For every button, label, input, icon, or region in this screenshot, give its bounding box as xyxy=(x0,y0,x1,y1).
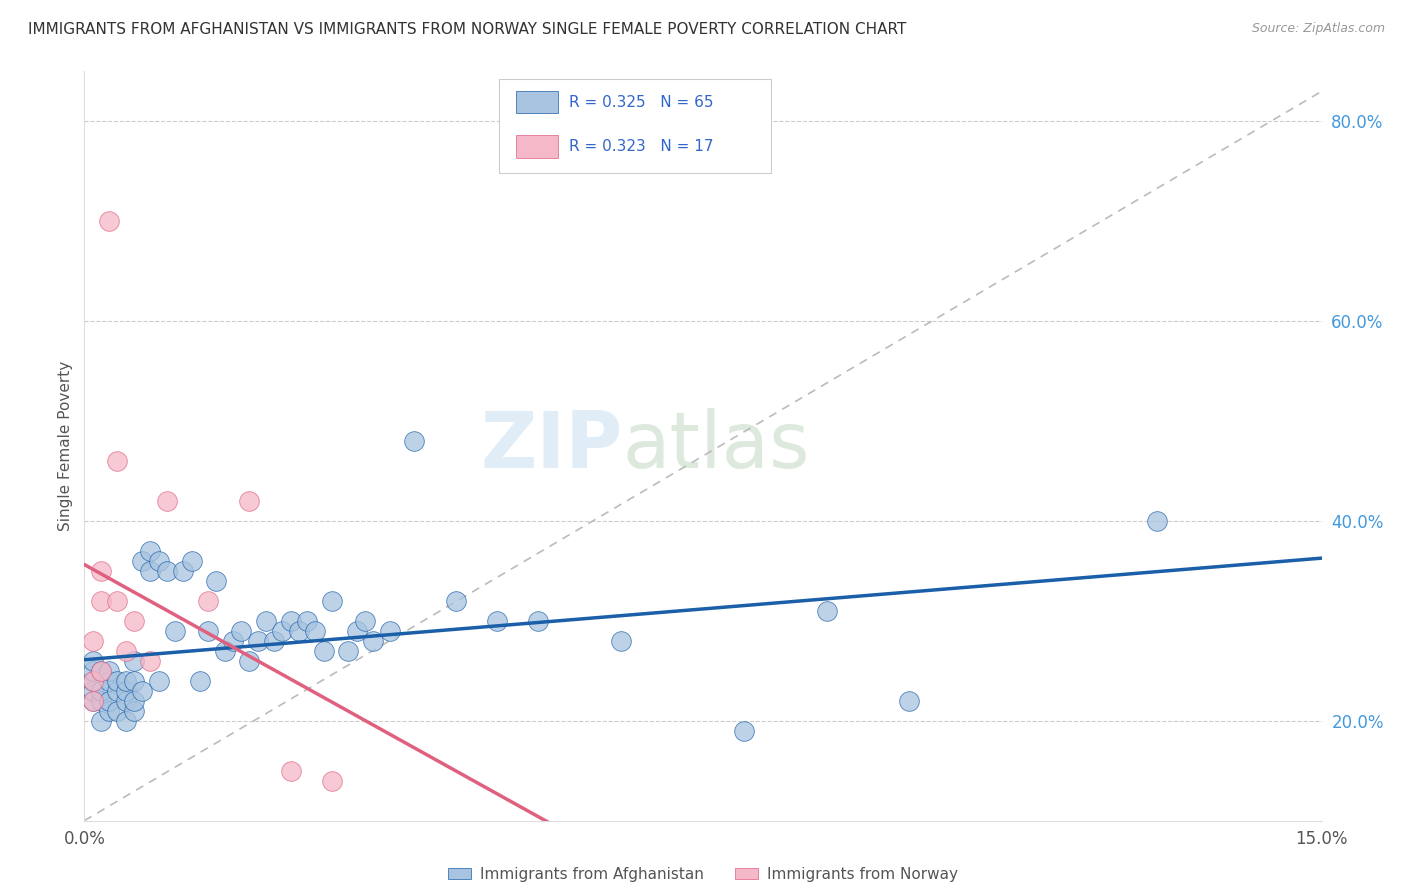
Point xyxy=(898,694,921,708)
Legend: Immigrants from Afghanistan, Immigrants from Norway: Immigrants from Afghanistan, Immigrants … xyxy=(441,861,965,888)
Point xyxy=(139,654,162,668)
FancyBboxPatch shape xyxy=(516,135,558,158)
Point xyxy=(609,633,631,648)
Text: atlas: atlas xyxy=(623,408,810,484)
Point xyxy=(815,604,838,618)
Point xyxy=(238,654,260,668)
Point xyxy=(148,673,170,688)
Point xyxy=(353,614,375,628)
Point xyxy=(404,434,426,448)
Point xyxy=(122,673,145,688)
Point xyxy=(527,614,550,628)
Point xyxy=(98,704,121,718)
Point xyxy=(105,594,128,608)
Point xyxy=(156,564,179,578)
Point xyxy=(321,773,343,788)
Point xyxy=(122,694,145,708)
Point xyxy=(82,694,104,708)
Point xyxy=(105,673,128,688)
Point xyxy=(122,654,145,668)
Point xyxy=(295,614,318,628)
Point xyxy=(82,654,104,668)
Point xyxy=(288,624,311,638)
Text: R = 0.323   N = 17: R = 0.323 N = 17 xyxy=(569,139,714,153)
Point xyxy=(238,494,260,508)
Point xyxy=(188,673,211,688)
Point xyxy=(105,704,128,718)
Point xyxy=(90,664,112,678)
Point xyxy=(165,624,187,638)
Point xyxy=(304,624,326,638)
Point xyxy=(131,683,153,698)
Point xyxy=(263,633,285,648)
Point xyxy=(180,554,202,568)
Point xyxy=(280,764,302,778)
Point xyxy=(114,644,136,658)
Point xyxy=(122,614,145,628)
Point xyxy=(139,544,162,558)
Point xyxy=(733,723,755,738)
Y-axis label: Single Female Poverty: Single Female Poverty xyxy=(58,361,73,531)
Point xyxy=(197,594,219,608)
Point xyxy=(205,574,228,588)
Point xyxy=(361,633,384,648)
Point xyxy=(378,624,401,638)
Point xyxy=(114,673,136,688)
Point xyxy=(246,633,269,648)
Point xyxy=(271,624,294,638)
Point xyxy=(90,594,112,608)
Point xyxy=(229,624,252,638)
Point xyxy=(156,494,179,508)
Point xyxy=(82,633,104,648)
Text: ZIP: ZIP xyxy=(481,408,623,484)
Point xyxy=(82,673,104,688)
Point xyxy=(114,714,136,728)
Point xyxy=(98,214,121,228)
Point xyxy=(82,664,104,678)
Point xyxy=(82,683,104,698)
Point xyxy=(321,594,343,608)
Point xyxy=(337,644,360,658)
Point xyxy=(131,554,153,568)
Point xyxy=(98,664,121,678)
FancyBboxPatch shape xyxy=(516,91,558,113)
Point xyxy=(254,614,277,628)
Point xyxy=(444,594,467,608)
FancyBboxPatch shape xyxy=(499,78,770,172)
Point xyxy=(485,614,508,628)
Point xyxy=(90,683,112,698)
Point xyxy=(214,644,236,658)
Point xyxy=(197,624,219,638)
Point xyxy=(82,673,104,688)
Point xyxy=(90,714,112,728)
Text: IMMIGRANTS FROM AFGHANISTAN VS IMMIGRANTS FROM NORWAY SINGLE FEMALE POVERTY CORR: IMMIGRANTS FROM AFGHANISTAN VS IMMIGRANT… xyxy=(28,22,907,37)
Point xyxy=(148,554,170,568)
Text: Source: ZipAtlas.com: Source: ZipAtlas.com xyxy=(1251,22,1385,36)
Point xyxy=(82,694,104,708)
Point xyxy=(280,614,302,628)
Point xyxy=(98,694,121,708)
Point xyxy=(312,644,335,658)
Point xyxy=(172,564,194,578)
Point xyxy=(114,683,136,698)
Point xyxy=(139,564,162,578)
Point xyxy=(90,694,112,708)
Point xyxy=(222,633,245,648)
Point xyxy=(122,704,145,718)
Point xyxy=(90,564,112,578)
Point xyxy=(1146,514,1168,528)
Point xyxy=(114,694,136,708)
Point xyxy=(346,624,368,638)
Text: R = 0.325   N = 65: R = 0.325 N = 65 xyxy=(569,95,714,110)
Point xyxy=(98,673,121,688)
Point xyxy=(105,683,128,698)
Point xyxy=(90,664,112,678)
Point xyxy=(105,454,128,468)
